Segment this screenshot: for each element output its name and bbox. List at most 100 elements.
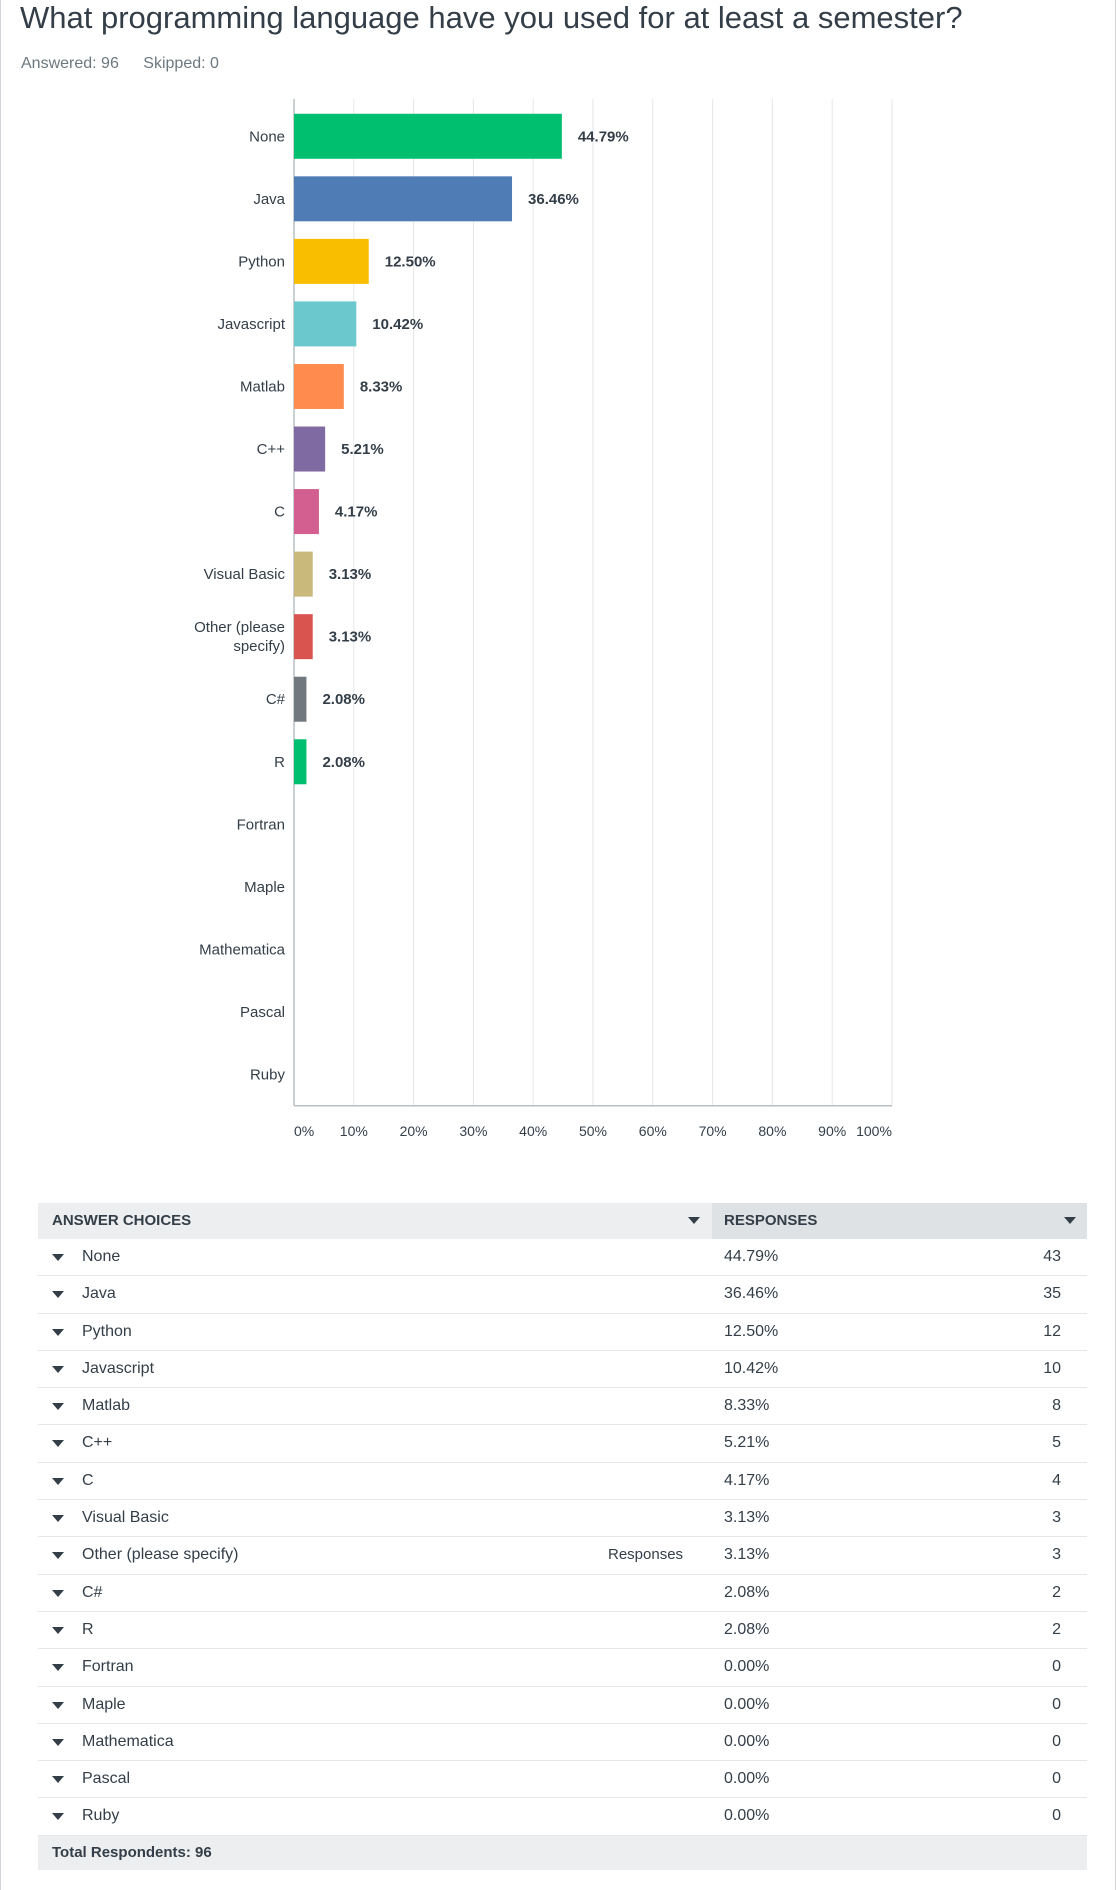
skipped-count: Skipped: 0: [143, 55, 219, 72]
data-label: 44.79%: [578, 128, 629, 145]
category-label: Other (please specify): [194, 619, 285, 655]
expand-caret-icon[interactable]: [52, 1813, 64, 1821]
response-count: 8: [1052, 1397, 1061, 1415]
answer-choice-label: Fortran: [82, 1658, 134, 1676]
expand-caret-icon[interactable]: [52, 1589, 64, 1597]
expand-caret-icon[interactable]: [52, 1477, 64, 1485]
answer-choices-header[interactable]: ANSWER CHOICES: [38, 1203, 710, 1239]
response-percent: 0.00%: [724, 1807, 770, 1825]
answer-choice-label: Matlab: [82, 1397, 131, 1415]
bar[interactable]: [294, 363, 344, 409]
expand-caret-icon[interactable]: [52, 1440, 64, 1448]
x-tick-label: 40%: [519, 1123, 547, 1139]
column-divider: [710, 1462, 712, 1499]
response-percent: 10.42%: [724, 1359, 779, 1377]
response-percent: 0.00%: [724, 1658, 770, 1676]
bar[interactable]: [294, 238, 369, 284]
category-label: Visual Basic: [204, 566, 286, 583]
bar[interactable]: [294, 176, 513, 222]
column-divider: [710, 1537, 712, 1574]
response-count: 0: [1052, 1695, 1061, 1713]
expand-caret-icon[interactable]: [52, 1291, 64, 1299]
column-divider: [710, 1350, 712, 1387]
bar[interactable]: [294, 739, 307, 785]
data-label: 2.08%: [322, 754, 365, 771]
table-row: Matlab 8.33% 8: [38, 1388, 1087, 1426]
sort-caret-icon[interactable]: [688, 1217, 700, 1224]
category-label: Java: [253, 191, 285, 208]
answer-choice-label: Maple: [82, 1695, 126, 1713]
bar[interactable]: [294, 551, 313, 597]
column-divider: [710, 1388, 712, 1425]
answer-choice-label: Javascript: [82, 1359, 155, 1377]
x-tick-label: 90%: [818, 1123, 846, 1139]
response-percent: 36.46%: [724, 1285, 779, 1303]
table-row: Pascal 0.00% 0: [38, 1761, 1087, 1799]
category-label: Maple: [244, 879, 285, 896]
column-divider: [710, 1761, 712, 1798]
answer-choice-label: C#: [82, 1583, 103, 1601]
bar[interactable]: [294, 676, 307, 722]
table-row: C# 2.08% 2: [38, 1574, 1087, 1612]
bar[interactable]: [294, 113, 562, 159]
answer-choice-label: R: [82, 1620, 94, 1638]
x-tick-label: 70%: [699, 1123, 727, 1139]
data-label: 10.42%: [372, 316, 423, 333]
bar[interactable]: [294, 489, 319, 535]
response-count: 5: [1052, 1434, 1061, 1452]
responses-link[interactable]: Responses: [608, 1546, 684, 1564]
expand-caret-icon[interactable]: [52, 1328, 64, 1336]
column-divider: [710, 1574, 712, 1611]
table-row: Javascript 10.42% 10: [38, 1350, 1087, 1389]
response-count: 2: [1052, 1583, 1061, 1601]
column-divider: [710, 1798, 712, 1835]
response-percent: 0.00%: [724, 1732, 770, 1750]
column-divider: [710, 1313, 712, 1350]
x-tick-label: 50%: [579, 1123, 607, 1139]
expand-caret-icon[interactable]: [52, 1626, 64, 1634]
table-row: Java 36.46% 35: [38, 1276, 1087, 1314]
category-label: Mathematica: [199, 941, 286, 958]
expand-caret-icon[interactable]: [52, 1664, 64, 1672]
x-tick-label: 80%: [758, 1123, 786, 1139]
response-percent: 2.08%: [724, 1620, 770, 1638]
category-label: Ruby: [250, 1067, 286, 1084]
bar[interactable]: [294, 614, 313, 660]
category-label: C: [274, 504, 285, 521]
response-percent: 0.00%: [724, 1770, 770, 1788]
category-label: Python: [238, 253, 285, 270]
expand-caret-icon[interactable]: [52, 1738, 64, 1746]
bar-chart: 0% 10% 20% 30% 40% 50% 60% 70% 80% 90% 100% None 44.…: [194, 99, 893, 1139]
answer-choice-label: Ruby: [82, 1807, 120, 1825]
response-percent: 0.00%: [724, 1695, 770, 1713]
data-label: 3.13%: [329, 629, 372, 646]
response-count: 0: [1052, 1732, 1061, 1750]
x-tick-label: 20%: [400, 1123, 428, 1139]
responses-header[interactable]: RESPONSES: [712, 1203, 1087, 1239]
sort-caret-icon[interactable]: [1064, 1217, 1076, 1224]
column-divider: [710, 1686, 712, 1723]
column-divider: [710, 1425, 712, 1462]
bar[interactable]: [294, 426, 326, 472]
answer-choice-label: Other (please specify): [82, 1546, 239, 1564]
answer-choices-header-label: ANSWER CHOICES: [52, 1212, 192, 1229]
expand-caret-icon[interactable]: [52, 1254, 64, 1261]
response-percent: 2.08%: [724, 1583, 770, 1601]
data-label: 5.21%: [341, 441, 384, 458]
category-label: Javascript: [217, 316, 285, 333]
table-footer: Total Respondents: 96: [38, 1835, 1087, 1870]
expand-caret-icon[interactable]: [52, 1776, 64, 1784]
bar[interactable]: [294, 301, 357, 347]
data-label: 36.46%: [528, 191, 579, 208]
expand-caret-icon[interactable]: [52, 1552, 64, 1560]
table-row: C++ 5.21% 5: [38, 1425, 1087, 1463]
expand-caret-icon[interactable]: [52, 1403, 64, 1411]
column-divider: [710, 1723, 712, 1760]
expand-caret-icon[interactable]: [52, 1365, 64, 1373]
response-percent: 3.13%: [724, 1509, 770, 1527]
answer-choice-label: Mathematica: [82, 1732, 174, 1750]
expand-caret-icon[interactable]: [52, 1515, 64, 1523]
answer-choice-label: Visual Basic: [82, 1509, 169, 1527]
x-tick-label: 10%: [340, 1123, 368, 1139]
expand-caret-icon[interactable]: [52, 1701, 64, 1709]
